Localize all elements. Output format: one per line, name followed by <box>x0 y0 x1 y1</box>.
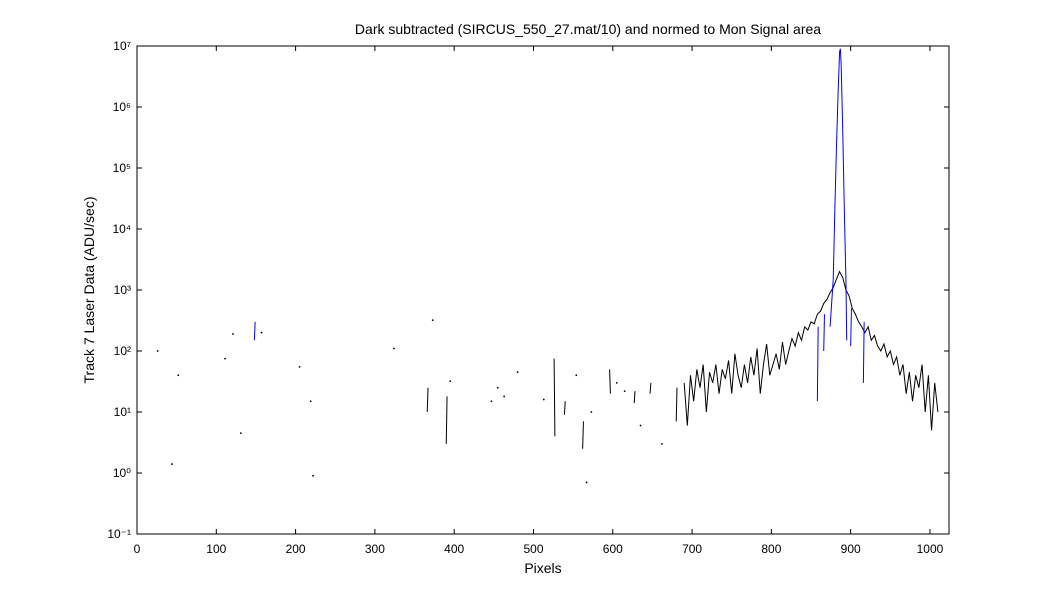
data-point <box>239 432 242 435</box>
data-line <box>633 391 636 404</box>
data-line <box>426 387 429 413</box>
data-line <box>829 48 848 341</box>
data-point <box>516 371 519 374</box>
data-point <box>490 400 493 403</box>
data-point <box>496 386 499 389</box>
y-tick-label: 10⁵ <box>113 161 131 175</box>
y-tick-label: 10¹ <box>114 405 131 419</box>
y-tick-label: 10⁶ <box>113 100 131 114</box>
data-point <box>449 380 452 383</box>
x-tick-label: 300 <box>365 542 385 556</box>
data-point <box>232 333 234 335</box>
data-point <box>312 474 314 477</box>
data-point <box>585 481 588 484</box>
data-point <box>260 331 263 334</box>
data-line <box>675 387 678 422</box>
x-tick-label: 500 <box>523 542 543 556</box>
y-tick-label: 10⁻¹ <box>107 527 131 541</box>
data-point <box>639 424 642 427</box>
y-tick-label: 10² <box>114 344 131 358</box>
data-point <box>503 395 506 398</box>
x-tick-label: 600 <box>603 542 623 556</box>
y-tick-label: 10⁰ <box>113 466 131 480</box>
data-line <box>683 270 939 431</box>
x-tick-label: 100 <box>206 542 226 556</box>
data-line <box>582 421 584 449</box>
data-point <box>615 381 618 384</box>
chart-title: Dark subtracted (SIRCUS_550_27.mat/10) a… <box>355 21 821 37</box>
x-tick-label: 700 <box>682 542 702 556</box>
data-line <box>816 326 819 402</box>
data-point <box>661 442 663 445</box>
data-line <box>445 396 448 444</box>
x-tick-label: 800 <box>761 542 781 556</box>
data-point <box>575 374 578 377</box>
data-point <box>156 350 159 352</box>
data-point <box>309 400 312 403</box>
data-line <box>649 382 652 394</box>
x-tick-label: 0 <box>134 542 141 556</box>
data-point <box>431 319 434 322</box>
y-tick-label: 10⁴ <box>112 222 131 236</box>
data-line <box>850 308 852 347</box>
data-line <box>609 369 611 394</box>
x-tick-label: 900 <box>841 542 861 556</box>
x-axis-label: Pixels <box>524 560 561 576</box>
x-tick-label: 200 <box>286 542 306 556</box>
data-line <box>253 321 256 341</box>
y-tick-label: 10⁷ <box>113 39 131 53</box>
data-line <box>823 314 826 352</box>
y-tick-label: 10³ <box>114 283 131 297</box>
data-point <box>393 347 395 350</box>
data-point <box>623 390 626 393</box>
data-point <box>170 463 173 465</box>
data-point <box>177 374 180 377</box>
data-line <box>862 321 865 383</box>
x-tick-label: 1000 <box>917 542 944 556</box>
data-point <box>542 398 545 401</box>
x-tick-label: 400 <box>444 542 464 556</box>
data-point <box>224 357 226 360</box>
plot-frame <box>136 45 950 535</box>
data-line <box>553 358 556 437</box>
data-line <box>563 401 566 415</box>
data-point <box>590 411 593 413</box>
y-axis-label: Track 7 Laser Data (ADU/sec) <box>81 197 97 384</box>
data-point <box>298 365 301 368</box>
